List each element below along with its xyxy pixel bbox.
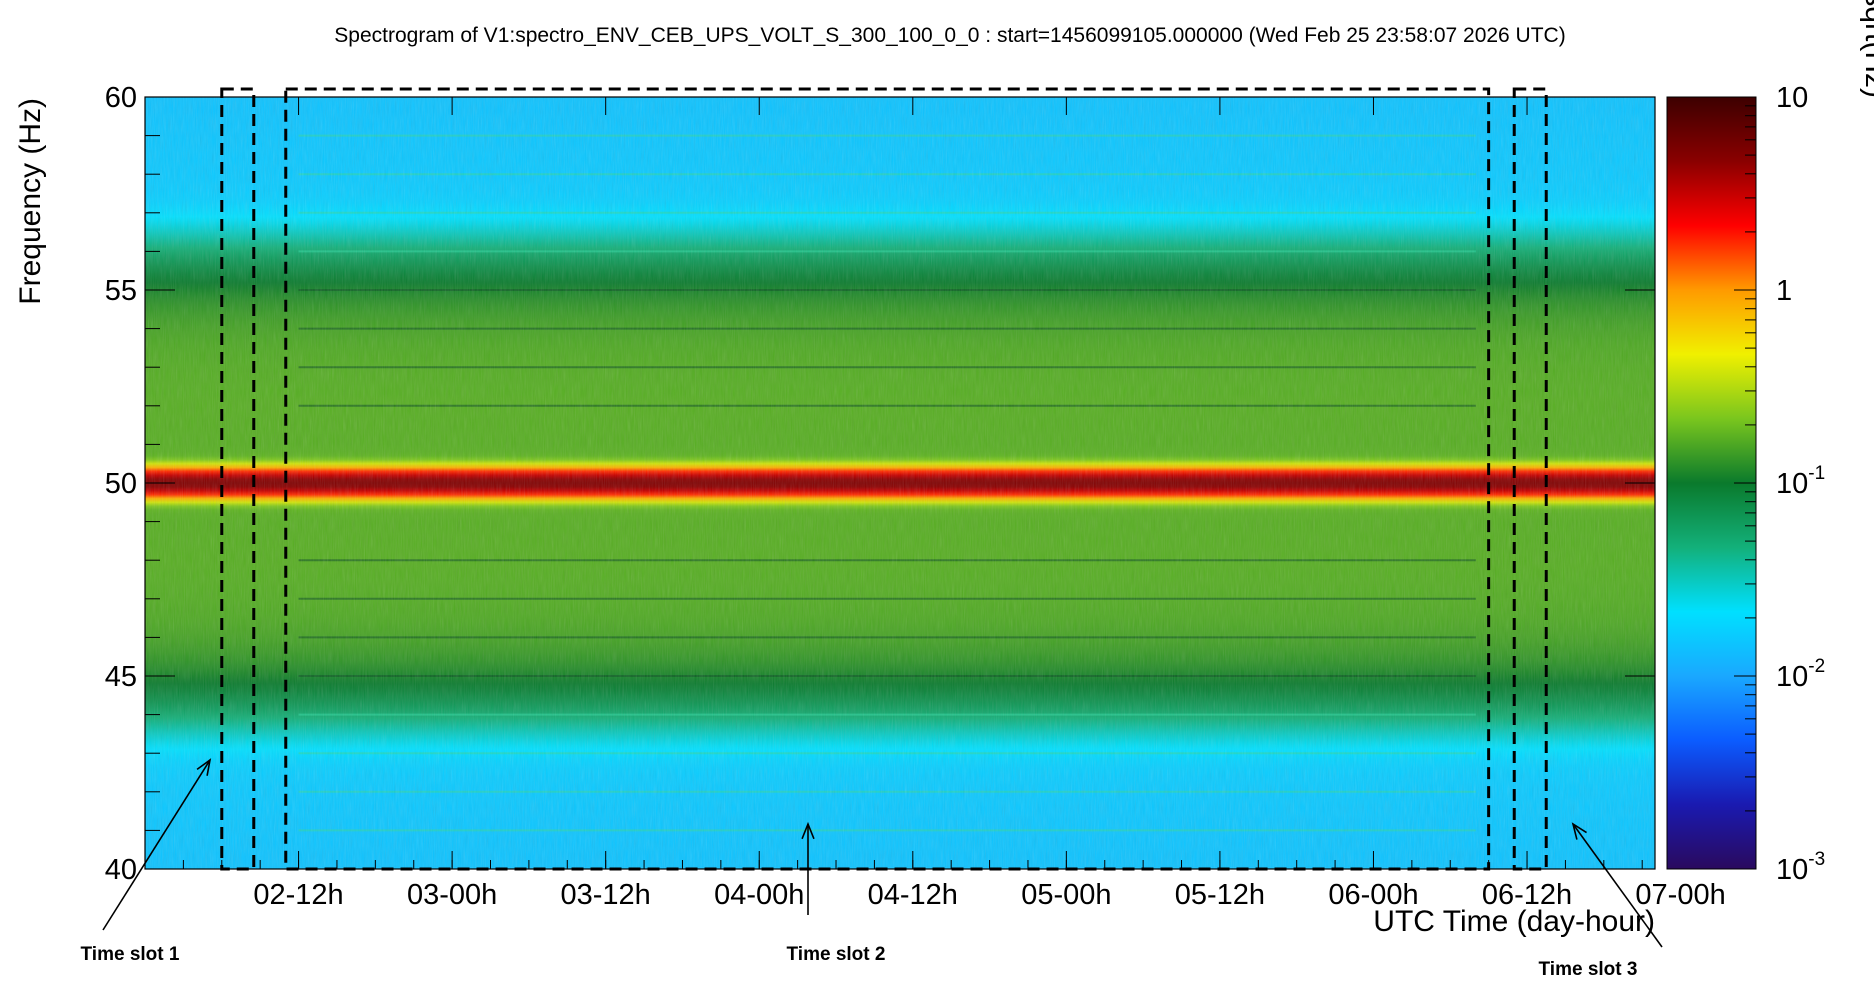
x-tick-label: 02-12h — [253, 879, 343, 911]
plot-area — [145, 97, 1655, 869]
time-slot-box — [284, 87, 1491, 871]
time-slot-arrowhead — [196, 758, 212, 776]
x-tick-label: 05-12h — [1175, 879, 1265, 911]
x-tick-label: 06-12h — [1482, 879, 1572, 911]
colorbar-tick-label: 10-1 — [1776, 463, 1825, 500]
time-slot-arrow — [102, 759, 211, 931]
y-tick-label: 60 — [105, 82, 137, 114]
colorbar-tick-label: 10 — [1776, 82, 1808, 114]
y-tick-label: 55 — [105, 275, 137, 307]
colorbar-tick-label: 10-3 — [1776, 849, 1825, 886]
x-axis-title: UTC Time (day-hour) — [1373, 905, 1655, 938]
x-tick-label: 04-12h — [868, 879, 958, 911]
x-tick-label: 06-00h — [1328, 879, 1418, 911]
y-tick-label: 40 — [105, 854, 137, 886]
x-tick-label: 03-00h — [407, 879, 497, 911]
colorbar-label: V/sqrt(Hz) — [1859, 0, 1874, 98]
y-tick-label: 45 — [105, 661, 137, 693]
time-slot-box — [220, 87, 256, 871]
time-slot-label: Time slot 3 — [1539, 959, 1638, 980]
colorbar: 10 1 10-1 10-2 10-3 V/sqrt(Hz) — [1666, 0, 1874, 886]
colorbar-tick-label: 10-2 — [1776, 656, 1825, 693]
time-slot-box — [1512, 87, 1548, 871]
colorbar-tick-label: 1 — [1776, 275, 1792, 307]
x-tick-label: 04-00h — [714, 879, 804, 911]
x-tick-label: 03-12h — [561, 879, 651, 911]
time-slot-label: Time slot 1 — [81, 944, 180, 965]
x-axis-ticks: 02-12h 03-00h 03-12h 04-00h 04-12h 05-00h 05-1… — [144, 97, 1726, 911]
time-slot-label: Time slot 2 — [787, 944, 886, 965]
colorbar-ticks: 10 1 10-1 10-2 10-3 — [1734, 82, 1825, 886]
spectrogram-grain — [145, 97, 1655, 869]
chart-title: Spectrogram of V1:spectro_ENV_CEB_UPS_VO… — [334, 24, 1565, 47]
y-axis-title: Frequency (Hz) — [14, 98, 47, 305]
time-slot-arrowhead — [801, 821, 815, 840]
y-tick-label: 50 — [105, 468, 137, 500]
y-axis-ticks: 40 45 50 55 60 — [105, 82, 1655, 886]
x-tick-label: 07-00h — [1635, 879, 1725, 911]
time-slot-arrow — [1572, 823, 1663, 948]
time-slot-annotations: Time slot 1 Time slot 2 Time slot 3 — [81, 87, 1663, 980]
x-tick-label: 05-00h — [1021, 879, 1111, 911]
time-slot-arrowhead — [1571, 822, 1587, 840]
